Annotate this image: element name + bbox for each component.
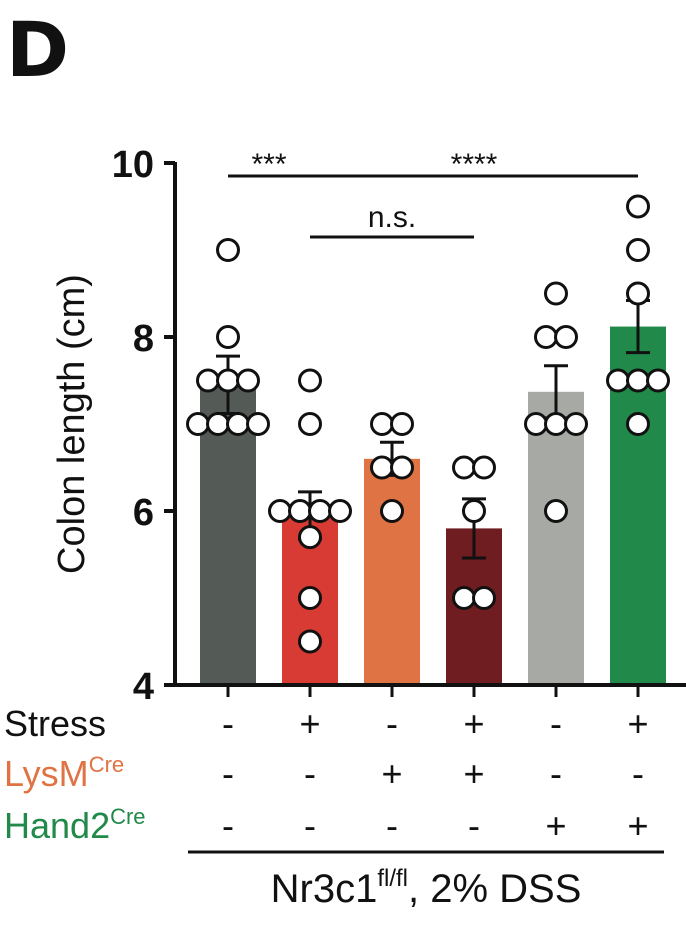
data-point	[564, 412, 588, 436]
condition-value: +	[299, 703, 320, 744]
condition-value: +	[381, 753, 402, 794]
data-point	[206, 412, 230, 436]
data-point	[544, 412, 568, 436]
footer-label: Nr3c1fl/fl, 2% DSS	[271, 865, 582, 911]
data-point	[452, 586, 476, 610]
condition-value: -	[222, 703, 234, 744]
data-point	[544, 499, 568, 523]
significance-label: n.s.	[368, 201, 416, 234]
data-point	[626, 368, 650, 393]
significance-brackets: *** ****n.s.	[228, 148, 638, 239]
data-point	[646, 368, 670, 393]
data-point	[370, 455, 394, 480]
condition-value: -	[222, 753, 234, 794]
data-point	[298, 586, 322, 610]
data-point	[390, 455, 414, 480]
significance-label: ****	[451, 148, 498, 181]
condition-value: -	[386, 703, 398, 744]
data-point	[534, 325, 558, 349]
data-point	[390, 412, 414, 436]
condition-value: +	[463, 753, 484, 794]
bar-1	[200, 384, 256, 685]
condition-value: -	[304, 805, 316, 846]
y-axis-label: Colon length (cm)	[51, 274, 93, 574]
data-point	[626, 412, 650, 436]
condition-value: +	[463, 703, 484, 744]
data-point	[298, 412, 322, 436]
data-point	[186, 412, 210, 436]
data-point	[236, 368, 260, 393]
data-points	[186, 194, 670, 654]
condition-value: -	[222, 805, 234, 846]
data-point	[462, 499, 486, 523]
data-point	[226, 412, 250, 436]
condition-label: Stress	[4, 703, 106, 744]
data-point	[216, 368, 240, 393]
y-tick-label: 6	[133, 492, 154, 534]
data-point	[246, 412, 270, 436]
condition-value: -	[550, 703, 562, 744]
data-point	[626, 194, 650, 219]
bar-5	[528, 391, 584, 685]
data-point	[554, 325, 578, 349]
data-point	[606, 368, 630, 393]
condition-label: Hand2Cre	[4, 804, 146, 846]
data-point	[216, 238, 240, 262]
condition-value: -	[304, 753, 316, 794]
condition-value: -	[550, 753, 562, 794]
condition-value: +	[627, 703, 648, 744]
significance-label: ***	[251, 148, 286, 181]
data-point	[298, 368, 322, 393]
y-tick-label: 10	[112, 144, 154, 186]
y-tick-label: 4	[133, 666, 154, 708]
data-point	[370, 412, 394, 436]
data-point	[298, 525, 322, 550]
data-point	[196, 368, 220, 393]
data-point	[452, 455, 476, 480]
data-point	[288, 499, 312, 523]
data-point	[328, 499, 352, 523]
condition-value: -	[386, 805, 398, 846]
y-ticks: 4 6 8 10	[112, 144, 175, 708]
data-point	[626, 238, 650, 262]
data-point	[472, 455, 496, 480]
data-point	[216, 325, 240, 349]
condition-value: +	[545, 805, 566, 846]
data-point	[524, 412, 548, 436]
condition-value: +	[627, 805, 648, 846]
data-point	[472, 586, 496, 610]
y-tick-label: 8	[133, 318, 154, 360]
data-point	[544, 281, 568, 306]
data-point	[268, 499, 292, 523]
data-point	[308, 499, 332, 523]
data-point	[298, 629, 322, 654]
condition-value: -	[468, 805, 480, 846]
data-point	[626, 281, 650, 306]
panel-label: D	[6, 5, 69, 94]
data-point	[380, 499, 404, 523]
x-ticks	[226, 685, 640, 697]
condition-value: -	[632, 753, 644, 794]
condition-table: Stress - + - + - + LysMCre - - + + - - Hand2Cre - - - - + +	[4, 703, 649, 846]
condition-label: LysMCre	[4, 752, 124, 794]
bar-3	[364, 458, 420, 685]
